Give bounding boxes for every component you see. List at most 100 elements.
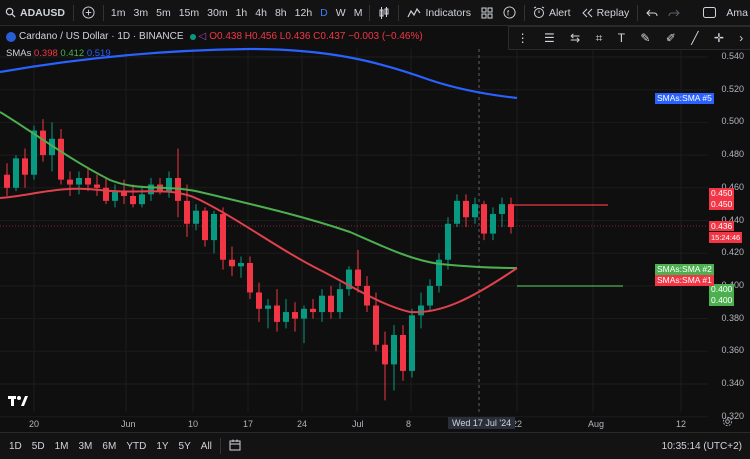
templates-button[interactable] bbox=[476, 0, 498, 25]
candle-body bbox=[229, 259, 235, 267]
range-1y[interactable]: 1Y bbox=[156, 440, 169, 452]
candle-body bbox=[463, 200, 469, 218]
horizontal-lines-icon[interactable]: ☰ bbox=[544, 31, 555, 45]
interval-8h[interactable]: 8h bbox=[274, 6, 287, 19]
time-tick: 22 bbox=[512, 419, 523, 429]
interval-m[interactable]: M bbox=[353, 6, 363, 19]
time-tick: 10 bbox=[188, 419, 199, 429]
smas-legend[interactable]: SMAs 0.398 0.412 0.519 bbox=[6, 48, 111, 59]
candle-body bbox=[49, 138, 55, 156]
alarm-clock-icon bbox=[533, 6, 545, 18]
pine-icon: f bbox=[503, 6, 516, 19]
price-tick: 0.320 bbox=[721, 410, 744, 421]
interval-1h[interactable]: 1h bbox=[235, 6, 248, 19]
divider bbox=[219, 438, 221, 454]
candle-body bbox=[436, 259, 442, 286]
interval-d[interactable]: D bbox=[320, 6, 328, 19]
account-button[interactable]: Ama bbox=[721, 0, 750, 25]
script-button[interactable]: f bbox=[498, 0, 521, 25]
divider bbox=[637, 4, 639, 21]
rewind-icon bbox=[581, 8, 592, 17]
candle-body bbox=[13, 158, 19, 188]
text-tool-icon[interactable]: T bbox=[617, 31, 626, 45]
candle-body bbox=[292, 312, 298, 319]
redo-button[interactable] bbox=[663, 0, 685, 25]
alert-button[interactable]: Alert bbox=[528, 0, 576, 25]
range-6m[interactable]: 6M bbox=[102, 440, 117, 452]
price-tick: 0.500 bbox=[721, 116, 744, 127]
add-symbol-button[interactable] bbox=[77, 0, 100, 25]
candle-body bbox=[391, 334, 397, 365]
candle-body bbox=[409, 315, 415, 371]
interval-12h[interactable]: 12h bbox=[294, 6, 313, 19]
range-5y[interactable]: 5Y bbox=[178, 440, 191, 452]
date-range-button[interactable] bbox=[224, 439, 246, 454]
range-all[interactable]: All bbox=[200, 440, 212, 452]
range-3m[interactable]: 3M bbox=[78, 440, 93, 452]
interval-30m[interactable]: 30m bbox=[207, 6, 228, 19]
time-tick: 17 bbox=[243, 419, 254, 429]
undo-button[interactable] bbox=[641, 0, 663, 25]
candle-body bbox=[40, 130, 46, 156]
range-1m[interactable]: 1M bbox=[54, 440, 69, 452]
calendar-icon bbox=[229, 439, 241, 450]
more-icon[interactable]: › bbox=[739, 31, 744, 45]
interval-list: 1m 3m 5m 15m 30m 1h 4h 8h 12h D W M bbox=[107, 0, 367, 25]
candles-icon bbox=[379, 6, 389, 19]
timezone-clock[interactable]: 10:35:14 (UTC+2) bbox=[661, 440, 742, 452]
time-axis[interactable]: 20 Jun 10 17 24 Jul 8 22 Aug 12 bbox=[0, 412, 708, 432]
symbol-name: ADAUSD bbox=[20, 6, 65, 19]
trend-channel-icon[interactable]: ⇆ bbox=[570, 31, 581, 45]
range-ytd[interactable]: YTD bbox=[126, 440, 147, 452]
badge-high-1: 0.450 bbox=[709, 188, 735, 199]
replay-button[interactable]: Replay bbox=[576, 0, 635, 25]
candle-body bbox=[67, 179, 73, 185]
tradingview-logo[interactable] bbox=[8, 394, 28, 410]
pattern-icon[interactable]: ⌗ bbox=[595, 30, 603, 45]
smas-label: SMAs bbox=[6, 48, 32, 59]
interval-3m[interactable]: 3m bbox=[133, 6, 149, 19]
chart-settings-button[interactable] bbox=[722, 416, 733, 430]
price-tick: 0.340 bbox=[721, 378, 744, 388]
symbol-legend[interactable]: Cardano / US Dollar · 1D · BINANCE ◁ O0.… bbox=[6, 31, 423, 42]
interval-5m[interactable]: 5m bbox=[156, 6, 171, 19]
candle-body bbox=[355, 269, 361, 286]
candle-body bbox=[274, 305, 280, 322]
chart-type-button[interactable] bbox=[373, 0, 395, 25]
candle-body bbox=[310, 308, 316, 313]
drag-handle-icon[interactable]: ⋮ bbox=[516, 31, 529, 45]
range-1d[interactable]: 1D bbox=[9, 440, 22, 452]
candle-body bbox=[337, 289, 343, 313]
badge-high-2: 0.450 bbox=[709, 199, 735, 210]
price-tick: 0.440 bbox=[721, 214, 744, 225]
legend-title: Cardano / US Dollar · 1D · BINANCE bbox=[19, 31, 184, 42]
price-tick: 0.480 bbox=[721, 149, 744, 160]
candle-body bbox=[148, 184, 154, 195]
indicators-button[interactable]: Indicators bbox=[402, 0, 476, 25]
trend-line-icon[interactable]: ╱ bbox=[691, 31, 699, 45]
candle-body bbox=[508, 204, 514, 228]
cross-cursor-icon[interactable]: ✛ bbox=[713, 31, 724, 45]
candle-body bbox=[85, 177, 91, 185]
legend-ohlc: O0.438 H0.456 L0.436 C0.437 −0.003 (−0.4… bbox=[209, 31, 423, 42]
divider bbox=[398, 4, 400, 21]
interval-4h[interactable]: 4h bbox=[255, 6, 267, 19]
candle-body bbox=[481, 204, 487, 234]
range-5d[interactable]: 5D bbox=[31, 440, 45, 452]
candle-body bbox=[94, 184, 100, 188]
pen-icon[interactable]: ✐ bbox=[665, 31, 676, 45]
candle-body bbox=[454, 200, 460, 224]
candle-body bbox=[112, 191, 118, 201]
interval-15m[interactable]: 15m bbox=[178, 6, 200, 19]
interval-w[interactable]: W bbox=[335, 6, 346, 19]
symbol-search[interactable]: ADAUSD bbox=[0, 0, 70, 25]
sma3-value: 0.519 bbox=[86, 48, 111, 59]
price-tick: 0.420 bbox=[721, 247, 744, 258]
badge-last-price: 0.436 bbox=[709, 221, 735, 231]
candle-body bbox=[499, 204, 505, 214]
layout-button[interactable] bbox=[698, 0, 721, 25]
interval-1m[interactable]: 1m bbox=[110, 6, 126, 19]
brush-icon[interactable]: ✎ bbox=[640, 31, 651, 45]
replay-label: Replay bbox=[596, 6, 630, 19]
